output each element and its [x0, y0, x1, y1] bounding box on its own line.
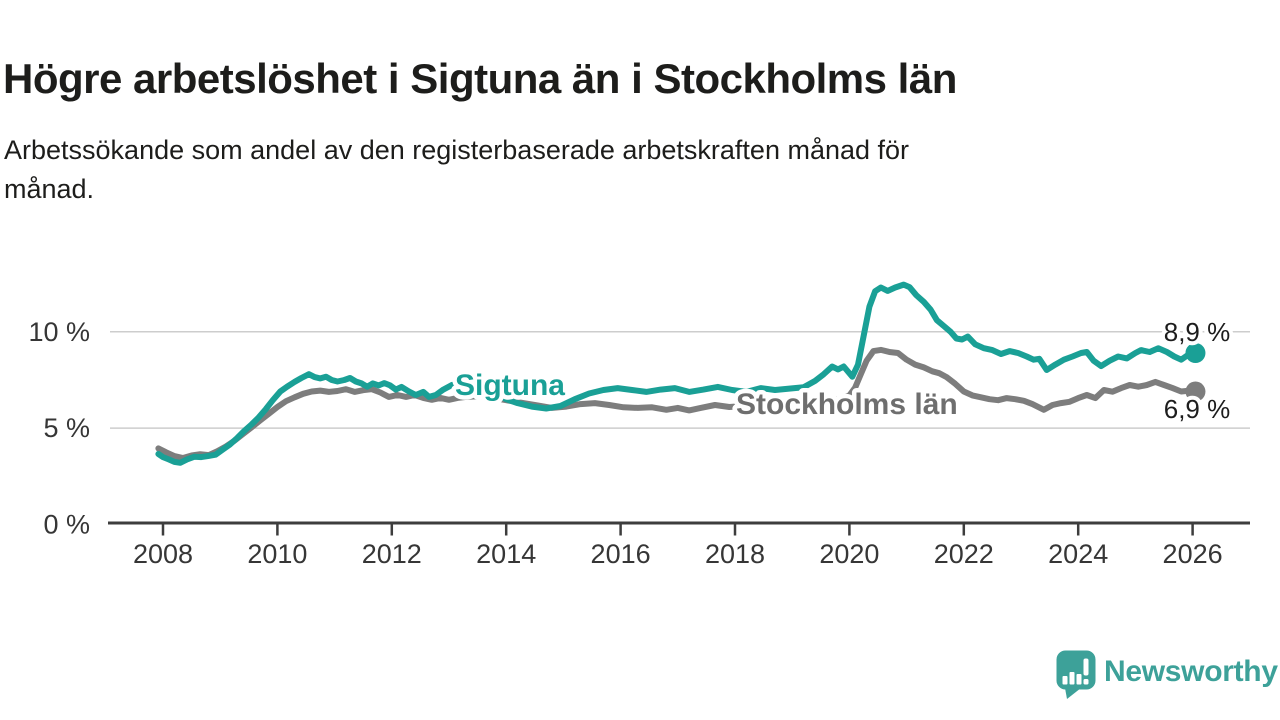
page-title: Högre arbetslöshet i Sigtuna än i Stockh… — [3, 55, 957, 103]
bar-chart-glyph — [1062, 658, 1089, 685]
x-tick-label: 2012 — [362, 539, 422, 569]
exclamation-dot — [1083, 679, 1089, 685]
x-tick-label: 2018 — [705, 539, 765, 569]
y-tick-label: 5 % — [43, 413, 90, 443]
speech-bubble-tail — [1065, 688, 1081, 699]
series-label-stockholms-l-n: Stockholms län — [736, 388, 958, 421]
x-tick-label: 2020 — [819, 539, 879, 569]
speech-bubble-shape — [1056, 650, 1096, 690]
subtitle-line: månad. — [4, 174, 95, 204]
y-tick-label: 10 % — [28, 317, 90, 347]
series-label-sigtuna: Sigtuna — [455, 369, 565, 402]
x-tick-label: 2016 — [591, 539, 651, 569]
series-end-dot-sigtuna — [1185, 342, 1206, 363]
x-tick-label: 2026 — [1163, 539, 1223, 569]
newsworthy-logo-text: Newsworthy — [1104, 655, 1278, 688]
newsworthy-logo-icon — [1056, 650, 1096, 699]
subtitle-line: Arbetssökande som andel av den registerb… — [4, 135, 910, 165]
y-tick-label: 0 % — [43, 510, 90, 540]
x-tick-label: 2022 — [934, 539, 994, 569]
chart-subtitle: Arbetssökande som andel av den registerb… — [4, 131, 909, 209]
series-line-sigtuna — [155, 281, 1199, 466]
series-end-dot-stockholms-l-n — [1185, 381, 1206, 402]
end-value-label-sigtuna: 8,9 % — [1164, 317, 1231, 347]
exclamation-bar — [1083, 658, 1089, 676]
x-tick-label: 2010 — [247, 539, 307, 569]
series-line-stockholms-l-n — [155, 346, 1199, 461]
x-tick-label: 2008 — [133, 539, 193, 569]
x-tick-label: 2024 — [1048, 539, 1108, 569]
x-tick-label: 2014 — [476, 539, 536, 569]
newsworthy-logo: Newsworthy — [1056, 648, 1280, 708]
end-value-label-stockholms-l-n: 6,9 % — [1164, 394, 1231, 424]
